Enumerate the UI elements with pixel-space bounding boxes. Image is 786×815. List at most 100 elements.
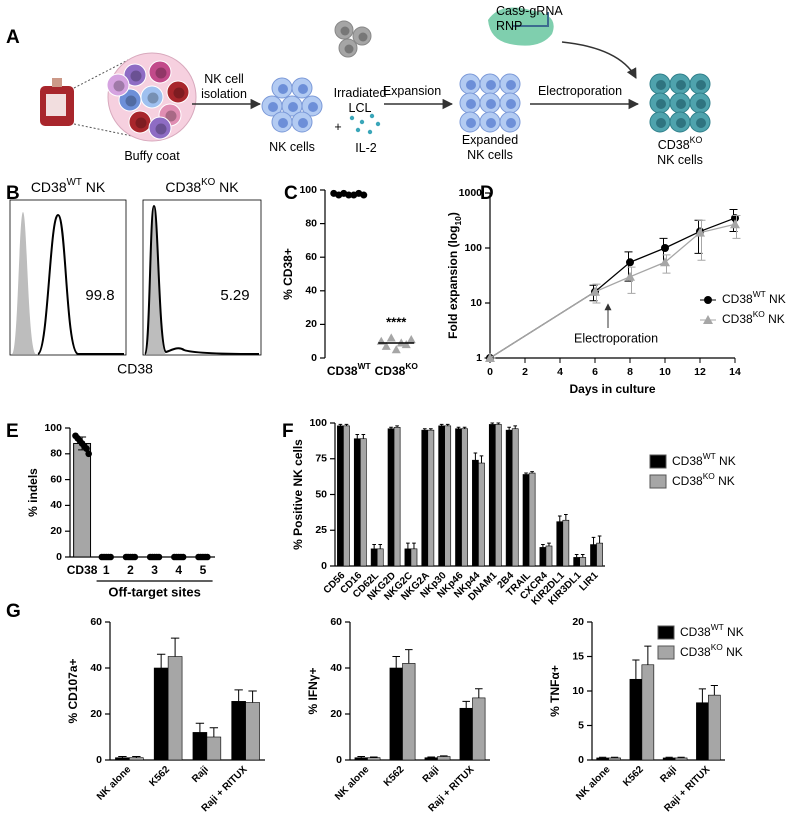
legend-swatch	[649, 454, 667, 469]
error-bar	[170, 637, 180, 657]
bar	[455, 428, 462, 567]
legend-label-part: CD38	[722, 292, 753, 306]
y-axis-label-part: % CD107a+	[66, 658, 80, 723]
error-bar	[697, 219, 706, 261]
panel-label: E	[6, 421, 19, 442]
il2-dot	[367, 129, 373, 135]
cell-nucleus	[147, 92, 159, 104]
schematic-label: Cas9-gRNA RNP	[496, 4, 563, 33]
cell-nucleus	[676, 118, 686, 128]
y-axis-label-part: Fold expansion (log	[446, 225, 460, 338]
y-tick-label: 1000	[459, 187, 483, 199]
bar	[522, 474, 530, 567]
error-bar	[665, 756, 673, 758]
legend-swatch	[657, 645, 675, 660]
y-axis-label: % CD38+	[281, 248, 295, 300]
schematic-label: CD38KO NK cells	[657, 135, 703, 167]
schematic-label-line: Expanded	[462, 133, 518, 147]
y-axis-label: % IFNγ+	[306, 667, 320, 714]
cell-nucleus	[155, 67, 167, 79]
schematic-label-line: RNP	[496, 19, 522, 33]
bar	[73, 442, 92, 558]
x-tick-label: K562	[621, 764, 646, 789]
cell-nucleus	[173, 87, 185, 99]
legend-label: CD38KO NK	[672, 471, 735, 488]
x-tick-label: 10	[659, 366, 671, 378]
bar	[115, 757, 130, 761]
error-bar	[395, 425, 399, 428]
error-bar	[475, 688, 483, 698]
cell-nucleus	[676, 80, 686, 90]
error-bar	[370, 756, 378, 758]
error-bar	[524, 472, 528, 475]
error-bar	[513, 425, 518, 429]
schematic-label-line: IL-2	[355, 141, 377, 155]
bar	[393, 426, 401, 567]
y-tick-label: 40	[330, 662, 342, 674]
y-tick-label: 0	[56, 551, 62, 563]
legend-label: CD38KO NK	[680, 642, 743, 659]
legend-label-part: CD38	[672, 474, 703, 488]
y-tick-label: 0	[336, 754, 342, 766]
bar	[528, 472, 536, 567]
cell-nucleus	[130, 70, 142, 82]
schematic-label-line: NK cells	[657, 153, 703, 167]
x-tick-label: Raji	[658, 764, 679, 785]
bar	[505, 429, 513, 567]
panel-label: G	[6, 601, 21, 622]
error-bar	[156, 653, 166, 668]
error-bar	[357, 756, 365, 758]
x-tick-label: 1	[103, 563, 110, 577]
x-tick-label: CD38	[67, 563, 98, 577]
error-bar	[507, 426, 511, 431]
cell-nucleus	[135, 117, 147, 129]
error-bar	[406, 542, 410, 549]
error-bar	[412, 542, 416, 549]
bag-port	[52, 78, 62, 87]
error-bar	[644, 645, 652, 665]
cell-nucleus	[268, 102, 278, 112]
data-point	[386, 333, 396, 342]
bar	[153, 667, 169, 761]
data-point	[730, 219, 740, 229]
y-tick-label: 15	[572, 650, 584, 662]
schematic-label: Expanded NK cells	[462, 133, 518, 162]
bar	[674, 757, 688, 761]
schematic-label: NK cell isolation	[201, 72, 247, 101]
x-tick-label: 3	[151, 563, 158, 577]
y-tick-label: 40	[50, 499, 62, 511]
bar	[539, 547, 547, 567]
x-tick-label-part: CD38	[375, 364, 406, 378]
flow-title-part: NK	[82, 179, 106, 195]
cell-nucleus	[344, 44, 354, 54]
legend-label-part: NK	[715, 474, 735, 488]
y-tick-label: 60	[330, 616, 342, 628]
error-bar	[473, 452, 478, 461]
y-tick-label: 20	[50, 525, 62, 537]
y-tick-label: 1	[476, 352, 482, 364]
cell-nucleus	[358, 32, 368, 42]
data-point	[179, 553, 187, 561]
cell-nucleus	[113, 80, 125, 92]
bar	[231, 701, 246, 761]
bar	[641, 664, 655, 761]
il2-dot	[375, 121, 381, 127]
y-axis-label: % Positive NK cells	[291, 439, 305, 550]
legend-label-part: WT	[753, 289, 766, 299]
x-tick-label: CD38KO	[375, 361, 419, 378]
cell-nucleus	[278, 84, 288, 94]
legend-label: CD38WT NK	[680, 622, 744, 639]
error-bar	[541, 544, 545, 548]
cell-nucleus	[298, 118, 308, 128]
legend-label-part: WT	[703, 451, 716, 461]
bar	[488, 424, 496, 567]
error-bar	[392, 656, 400, 668]
cell-nucleus	[278, 118, 288, 128]
legend-label-part: NK	[766, 292, 786, 306]
legend-label: CD38KO NK	[722, 309, 785, 326]
flow-frame	[142, 199, 262, 356]
bar	[438, 425, 445, 567]
data-point	[590, 286, 600, 296]
bar	[461, 428, 468, 567]
data-point	[401, 340, 411, 349]
